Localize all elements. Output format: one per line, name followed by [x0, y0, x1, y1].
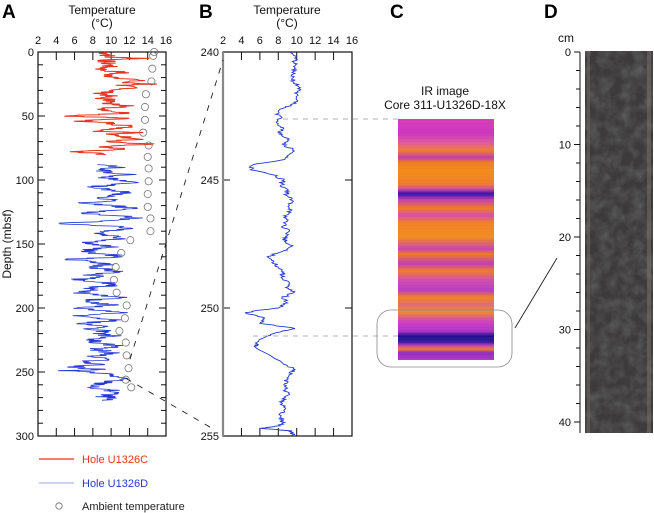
panel-letter-b: B: [199, 2, 213, 23]
legend-label-u1326c: Hole U1326C: [82, 454, 148, 466]
panel-b-plot: 2 4 6 8 10 12 14 16 240 245 250 255: [201, 35, 358, 443]
connector-lines: [125, 59, 558, 431]
x-tick-label: 12: [309, 35, 321, 47]
panel-letter-c: C: [390, 2, 404, 23]
series-line-u1326d: [58, 164, 143, 401]
panel-a-plot: 2 4 6 8 10 12 14 16 0 50 100 150 200 250 300: [16, 35, 172, 443]
x-tick-label: 2: [220, 35, 226, 47]
panel-a-x-unit: (°C): [91, 16, 112, 30]
ambient-temperature-point: [139, 128, 148, 137]
panel-c-title-line2: Core 311-U1326D-18X: [384, 98, 506, 112]
ambient-temperature-point: [121, 375, 130, 384]
panel-c-ir-image: [376, 118, 513, 368]
ambient-temperature-point: [146, 214, 155, 223]
ambient-temperature-point: [121, 338, 130, 347]
x-tick-label: 2: [35, 35, 41, 47]
ir-image: [398, 119, 494, 360]
x-tick-label: 8: [90, 35, 96, 47]
ambient-temperature-point: [140, 103, 149, 112]
panel-d-tick-label: 10: [559, 140, 571, 152]
ambient-temperature-point: [122, 301, 131, 310]
ambient-temperature-point: [146, 227, 155, 236]
panel-c-title-line1: IR image: [421, 84, 469, 98]
ambient-temperature-point: [120, 314, 129, 323]
x-tick-label: 12: [123, 35, 135, 47]
ambient-temperature-point: [109, 275, 118, 284]
ambient-temperature-point: [112, 288, 121, 297]
ambient-temperature-point: [126, 236, 135, 245]
ambient-temperature-point: [140, 115, 149, 124]
ambient-temperature-point: [141, 90, 150, 99]
panel-letter-d: D: [544, 2, 558, 23]
x-tick-label: 6: [72, 35, 78, 47]
ambient-temperature-point: [143, 190, 152, 199]
connector-a-to-b-top: [129, 59, 224, 360]
x-tick-label: 14: [142, 35, 154, 47]
ambient-temperature-point: [143, 202, 152, 211]
ambient-temperature-point: [115, 327, 124, 336]
ambient-temperature-point: [144, 177, 153, 186]
ambient-temperature-point: [122, 351, 131, 360]
legend-swatch-ambient: [55, 502, 63, 510]
ambient-temperature-point: [143, 152, 152, 161]
y-tick-label: 150: [16, 239, 34, 251]
panel-b-x-title: Temperature: [253, 3, 321, 17]
x-tick-label: 14: [327, 35, 339, 47]
ambient-temperature-point: [117, 248, 126, 257]
ir-highlight-box: [376, 309, 513, 368]
panel-a-y-title: Depth (mbsf): [0, 209, 14, 278]
legend: Hole U1326C Hole U1326D Ambient temperat…: [39, 454, 185, 513]
ambient-temperature-point: [111, 263, 120, 272]
legend-label-ambient: Ambient temperature: [82, 501, 185, 513]
y-tick-label: 240: [201, 47, 219, 59]
ambient-temperature-point: [149, 51, 158, 60]
panel-d-core-photo: 0 10 20 30 40: [559, 47, 653, 433]
x-tick-label: 4: [238, 35, 244, 47]
ambient-temperature-point: [147, 77, 156, 86]
x-tick-label: 10: [105, 35, 117, 47]
panel-d-tick-label: 40: [559, 417, 571, 429]
connector-a-to-b-bottom: [125, 378, 216, 431]
ambient-temperature-point: [148, 64, 157, 73]
core-liner-right: [647, 51, 651, 433]
y-tick-label: 50: [22, 111, 34, 123]
x-tick-label: 6: [257, 35, 263, 47]
panel-d-tick-label: 30: [559, 325, 571, 337]
core-photo-texture: [585, 51, 653, 433]
ambient-temperature-point: [150, 48, 159, 57]
ambient-temperature-point: [124, 364, 133, 373]
y-tick-label: 200: [16, 303, 34, 315]
x-tick-label: 16: [160, 35, 172, 47]
panel-d-tick-label: 20: [559, 232, 571, 244]
series-line-u1326c: [64, 51, 157, 155]
panel-a-x-title: Temperature: [68, 3, 136, 17]
x-tick-label: 10: [291, 35, 303, 47]
y-tick-label: 250: [201, 303, 219, 315]
y-tick-label: 250: [16, 367, 34, 379]
core-liner-left: [587, 51, 590, 433]
x-tick-label: 4: [53, 35, 59, 47]
ambient-temperature-point: [144, 141, 153, 150]
y-tick-label: 255: [201, 431, 219, 443]
panel-letter-a: A: [2, 2, 16, 23]
y-tick-label: 0: [28, 47, 34, 59]
panel-d-unit: cm: [558, 31, 574, 45]
x-tick-label: 8: [275, 35, 281, 47]
y-tick-label: 300: [16, 431, 34, 443]
panel-d-tick-label: 0: [565, 47, 571, 59]
y-tick-label: 245: [201, 175, 219, 187]
x-tick-label: 16: [346, 35, 358, 47]
legend-label-u1326d: Hole U1326D: [82, 478, 148, 490]
y-tick-label: 100: [16, 175, 34, 187]
ambient-temperature-point: [144, 164, 153, 173]
panel-b-x-unit: (°C): [276, 16, 297, 30]
series-line-u1326d-zoom: [244, 51, 302, 437]
ambient-temperature-point: [127, 383, 136, 392]
connector-c-to-d: [514, 257, 558, 329]
